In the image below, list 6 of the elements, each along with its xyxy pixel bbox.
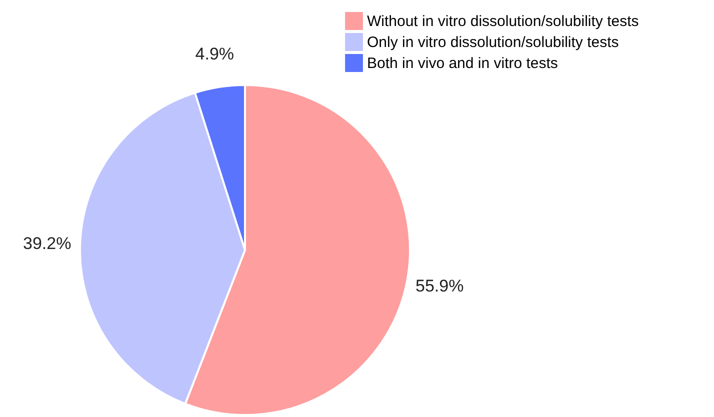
legend-label: Only in vitro dissolution/solubility tests [367, 34, 619, 51]
legend-label: Both in vivo and in vitro tests [367, 55, 558, 72]
data-label: 39.2% [22, 234, 72, 253]
legend-label: Without in vitro dissolution/solubility tests [367, 13, 639, 30]
data-label: 4.9% [195, 44, 234, 64]
data-label: 55.9% [416, 276, 464, 296]
